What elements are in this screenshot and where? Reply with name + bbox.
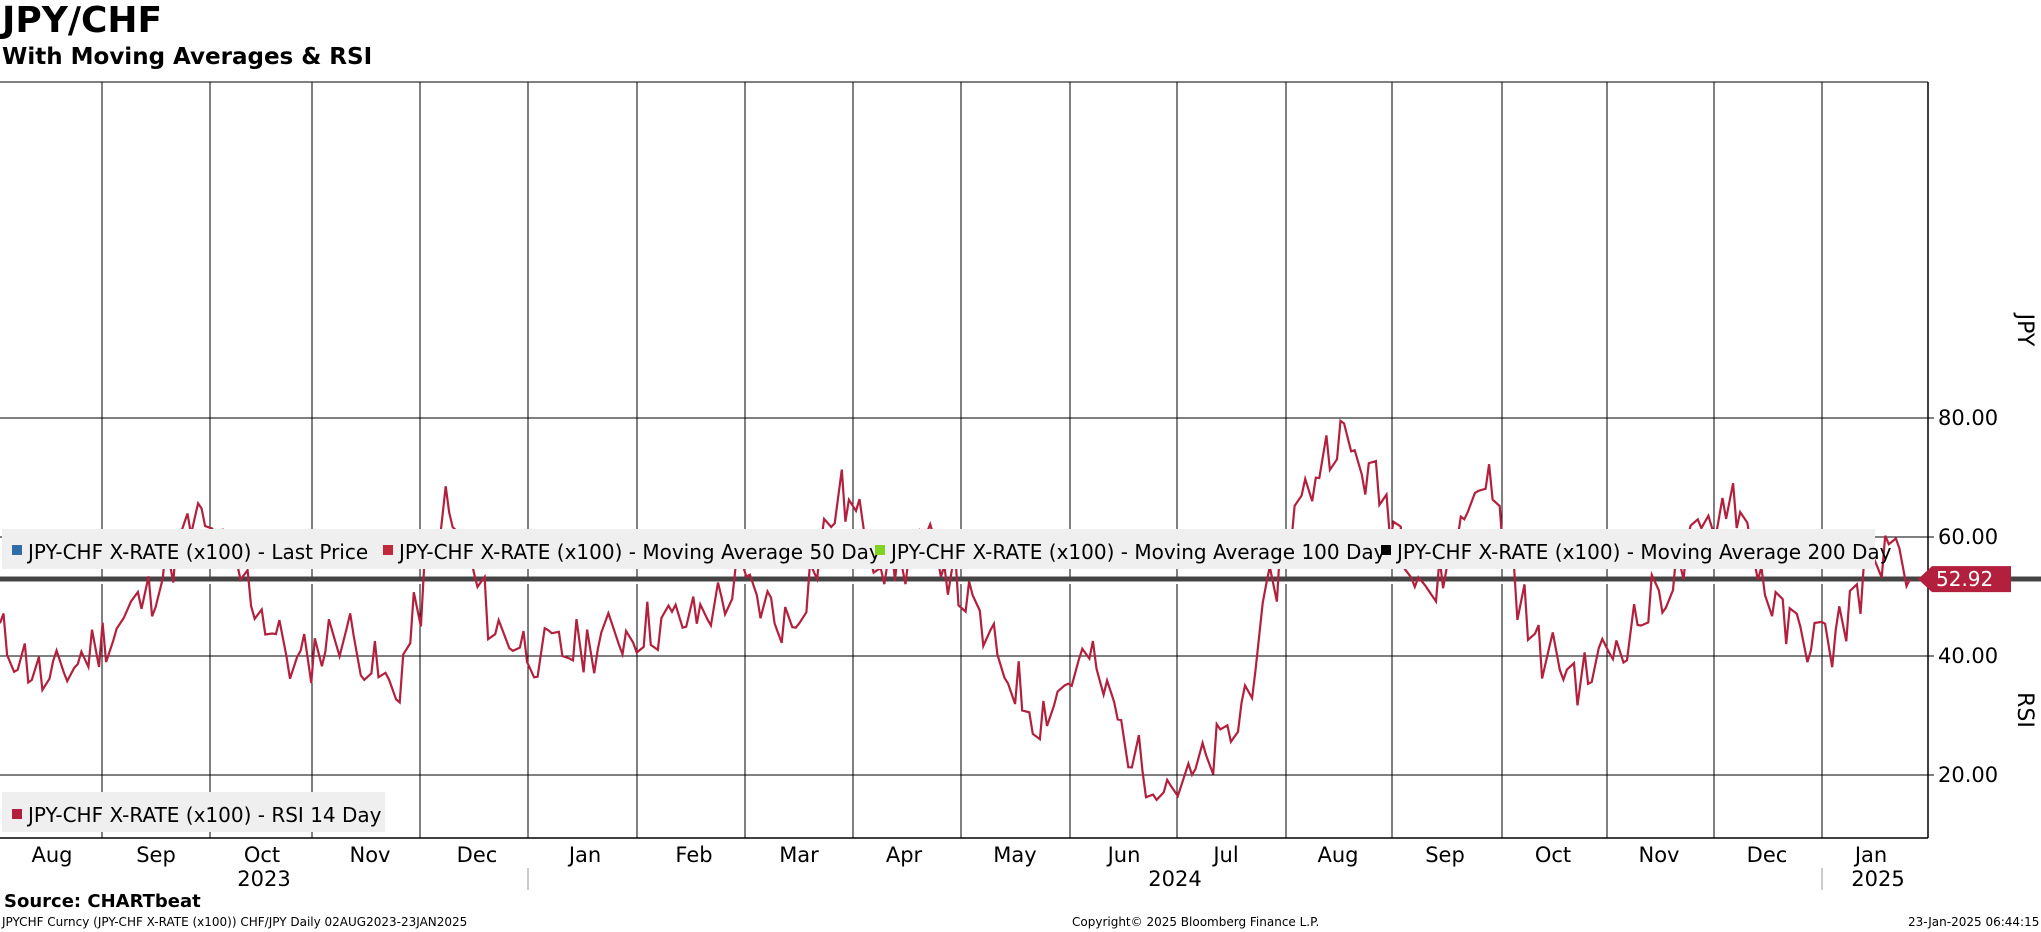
rsi-tick-label: 80.00 xyxy=(1938,406,1998,430)
month-label: Sep xyxy=(136,843,176,867)
rsi-last-tag xyxy=(1918,566,2011,593)
month-label: Mar xyxy=(779,843,819,867)
rsi-line xyxy=(0,418,1911,802)
ticker-info: JPYCHF Curncy (JPY-CHF X-RATE (x100)) CH… xyxy=(2,915,468,929)
legend-label: JPY-CHF X-RATE (x100) - Moving Average 5… xyxy=(397,540,881,564)
legend-label: JPY-CHF X-RATE (x100) - Moving Average 1… xyxy=(889,540,1386,564)
month-label: May xyxy=(993,843,1036,867)
price-legend-bg xyxy=(2,529,1875,569)
month-label: Oct xyxy=(244,843,280,867)
chart-title: JPY/CHF xyxy=(2,0,163,41)
month-label: Oct xyxy=(1535,843,1571,867)
year-label: 2023 xyxy=(237,867,290,891)
rsi-last-value: 52.92 xyxy=(1936,567,1993,591)
month-label: Sep xyxy=(1425,843,1465,867)
month-label: Apr xyxy=(886,843,923,867)
rsi-tick-label: 40.00 xyxy=(1938,644,1998,668)
timestamp: 23-Jan-2025 06:44:15 xyxy=(1908,915,2040,929)
legend-label: JPY-CHF X-RATE (x100) - RSI 14 Day xyxy=(26,803,382,827)
source-label: Source: CHARTbeat xyxy=(4,891,201,912)
month-label: Jan xyxy=(567,843,601,867)
month-label: Nov xyxy=(1639,843,1680,867)
month-label: Jun xyxy=(1106,843,1141,867)
month-label: Feb xyxy=(675,843,712,867)
month-label: Jul xyxy=(1211,843,1238,867)
month-label: Dec xyxy=(457,843,498,867)
legend-swatch xyxy=(875,545,885,555)
legend-swatch xyxy=(1381,545,1391,555)
month-label: Aug xyxy=(1317,843,1358,867)
year-label: 2025 xyxy=(1851,867,1904,891)
month-label: Jan xyxy=(1853,843,1887,867)
month-label: Nov xyxy=(350,843,391,867)
rsi-tick-label: 20.00 xyxy=(1938,763,1998,787)
legend-label: JPY-CHF X-RATE (x100) - Last Price xyxy=(26,540,368,564)
rsi-tick-label: 60.00 xyxy=(1938,525,1998,549)
rsi-legend-bg xyxy=(2,792,385,832)
month-label: Dec xyxy=(1747,843,1788,867)
year-label: 2024 xyxy=(1148,867,1201,891)
rsi-axis-label: RSI xyxy=(2012,692,2037,728)
legend-swatch xyxy=(12,809,22,819)
copyright: Copyright© 2025 Bloomberg Finance L.P. xyxy=(1072,915,1320,929)
legend-swatch xyxy=(12,545,22,555)
legend-swatch xyxy=(383,545,393,555)
legend-label: JPY-CHF X-RATE (x100) - Moving Average 2… xyxy=(1395,540,1892,564)
price-axis-label: JPY xyxy=(2012,312,2037,347)
month-label: Aug xyxy=(31,843,72,867)
chart-subtitle: With Moving Averages & RSI xyxy=(2,44,373,70)
